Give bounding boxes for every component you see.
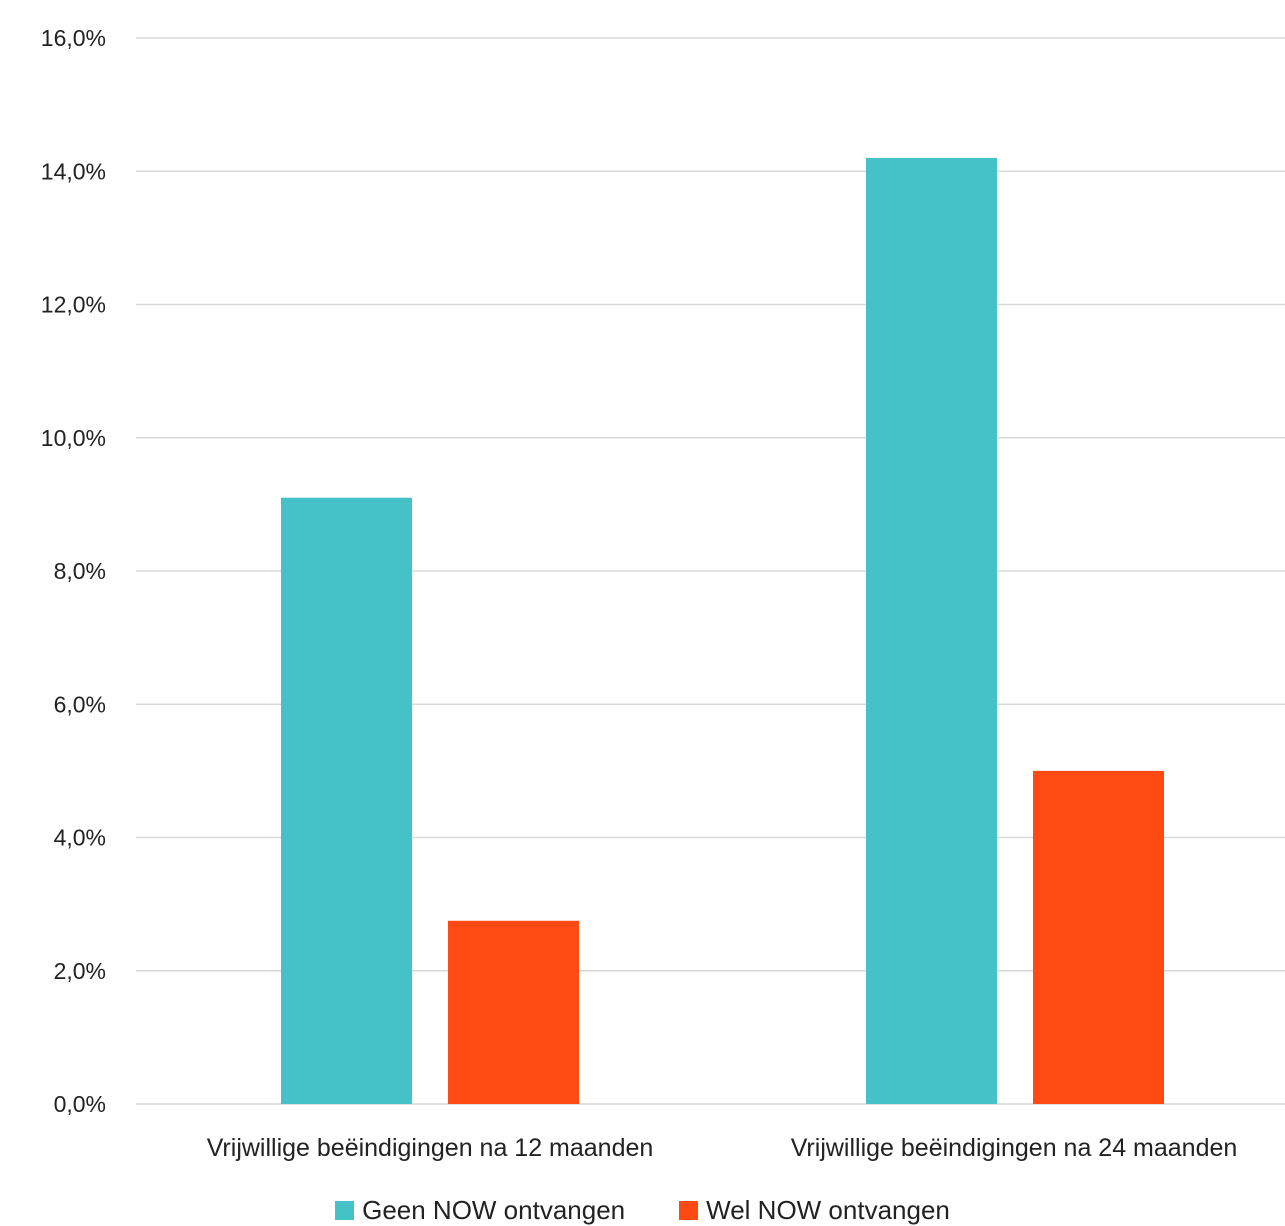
- y-tick-label: 4,0%: [54, 825, 106, 851]
- y-tick-label: 0,0%: [54, 1091, 106, 1117]
- legend-item-geen-now: Geen NOW ontvangen: [335, 1195, 625, 1226]
- y-tick-label: 6,0%: [54, 691, 106, 717]
- legend-item-wel-now: Wel NOW ontvangen: [679, 1195, 950, 1226]
- legend-swatch-geen-now: [335, 1200, 355, 1220]
- y-tick-label: 10,0%: [41, 425, 106, 451]
- legend: Geen NOW ontvangen Wel NOW ontvangen: [0, 1194, 1285, 1226]
- y-tick-label: 14,0%: [41, 158, 106, 184]
- bar-wel-now-2: [1033, 770, 1164, 1104]
- y-tick-label: 2,0%: [54, 958, 106, 984]
- bar-geen-now-2: [866, 157, 997, 1105]
- bar-wel-now-1: [448, 920, 579, 1104]
- bars: [281, 157, 1164, 1105]
- y-axis-labels: 0,0% 2,0% 4,0% 6,0% 8,0% 10,0% 12,0% 14,0% 16,0%: [41, 25, 106, 1117]
- x-axis-labels: Vrijwillige beëindigingen na 12 maanden V…: [207, 1134, 1238, 1162]
- y-tick-label: 12,0%: [41, 292, 106, 318]
- legend-label-geen-now: Geen NOW ontvangen: [362, 1194, 626, 1225]
- y-tick-label: 8,0%: [54, 558, 106, 584]
- x-category-label: Vrijwillige beëindigingen na 24 maanden: [791, 1134, 1238, 1162]
- bar-chart: 0,0% 2,0% 4,0% 6,0% 8,0% 10,0% 12,0% 14,0% 16,0%…: [41, 25, 1285, 1162]
- bar-geen-now-1: [281, 497, 412, 1104]
- y-tick-label: 16,0%: [41, 25, 106, 51]
- x-category-label: Vrijwillige beëindigingen na 12 maanden: [207, 1134, 654, 1162]
- legend-label-wel-now: Wel NOW ontvangen: [706, 1194, 950, 1225]
- legend-swatch-wel-now: [679, 1200, 699, 1220]
